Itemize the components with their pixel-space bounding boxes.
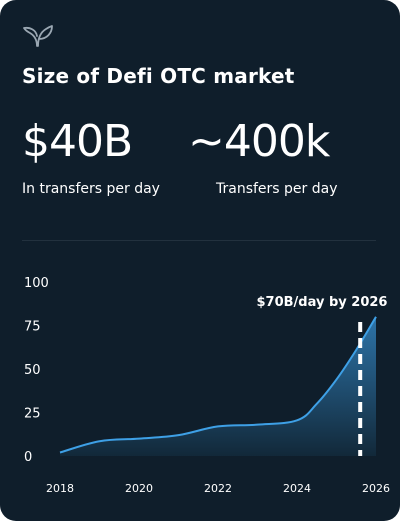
page-title: Size of Defi OTC market [22, 64, 295, 88]
y-tick-label: 25 [24, 407, 41, 422]
x-tick-label: 2026 [362, 482, 390, 495]
y-tick-label: 100 [24, 276, 49, 291]
stat-transfer-volume-label: In transfers per day [22, 181, 160, 197]
section-divider [22, 240, 376, 241]
target-annotation: $70B/day by 2026 [257, 295, 388, 310]
x-tick-label: 2020 [125, 482, 153, 495]
market-size-chart: 0 25 50 75 100 2018 2020 2022 2024 2026 $70B/day… [24, 276, 390, 495]
series-line [59, 316, 377, 454]
series-area [60, 316, 376, 456]
x-tick-label: 2024 [283, 482, 311, 495]
stat-transfer-volume-value: $40B [22, 116, 133, 167]
x-tick-label: 2018 [46, 482, 74, 495]
stat-transfer-count-value: ~400k [188, 116, 330, 167]
stat-transfer-count-label: Transfers per day [216, 181, 338, 197]
sprout-icon [23, 25, 53, 47]
y-tick-label: 50 [24, 363, 41, 378]
y-tick-label: 0 [24, 450, 32, 465]
y-tick-label: 75 [24, 320, 41, 335]
x-tick-label: 2022 [204, 482, 232, 495]
